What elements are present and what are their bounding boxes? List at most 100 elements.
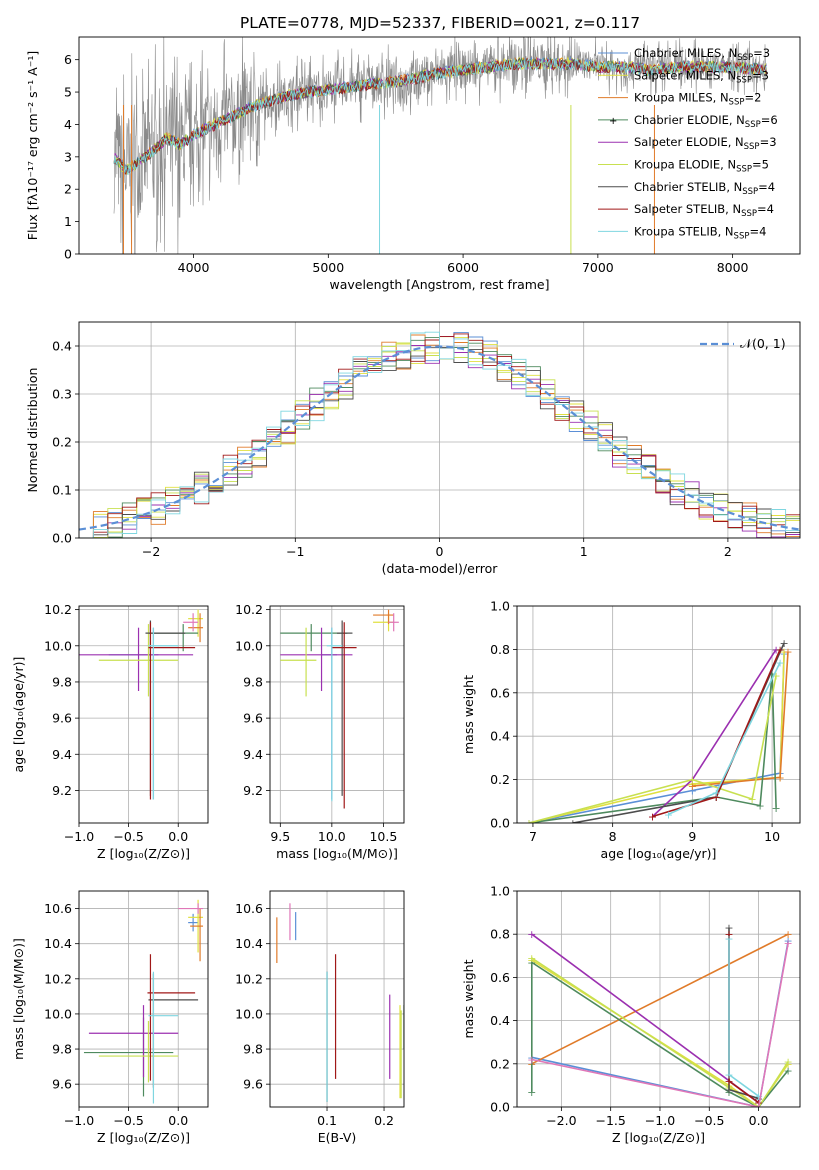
legend-sub: SSP	[745, 120, 761, 130]
y-tick-label: 10.2	[235, 602, 263, 617]
x-tick-label: 7000	[582, 260, 614, 275]
x-tick-label: 10.5	[369, 829, 397, 844]
weight-marker: +	[527, 928, 536, 941]
legend-marker: +	[609, 116, 617, 127]
y-tick-label: 9.6	[52, 1077, 72, 1092]
y-tick-label: 0.0	[490, 816, 510, 831]
axes-frame	[269, 605, 405, 824]
panel-5: ++++++++++++++++++++++++++++++++7 8 9 10 0.0…	[461, 599, 801, 861]
y-tick-label: 0.8	[490, 642, 510, 657]
y-axis-label: mass weight	[461, 959, 476, 1038]
weight-marker: +	[754, 1090, 763, 1103]
weight-marker: +	[527, 954, 536, 967]
legend-sub: SSP	[736, 75, 752, 85]
weight-marker: +	[712, 787, 721, 800]
y-tick-label: 9.4	[243, 747, 263, 762]
legend-suffix: =3	[753, 46, 770, 60]
x-tick-label: −1.5	[595, 1113, 625, 1128]
y-tick-label: 6	[64, 52, 72, 67]
y-tick-label: 9.8	[243, 674, 263, 689]
y-tick-label: 5	[64, 85, 72, 100]
weight-line-8	[668, 662, 781, 816]
x-tick-label: 10	[764, 829, 780, 844]
y-tick-label: 9.8	[52, 674, 72, 689]
legend-name: Salpeter ELODIE, N	[634, 135, 744, 149]
weight-line-4	[531, 933, 760, 1104]
weight-marker: +	[524, 817, 533, 830]
legend-suffix: =3	[752, 68, 769, 82]
weight-marker: +	[648, 810, 657, 823]
y-tick-label: 10.4	[235, 936, 263, 951]
x-tick-label: 1	[580, 544, 588, 559]
x-tick-label: −1.0	[64, 1113, 94, 1128]
panel-7: 0.1 0.2 9.6 9.8 10.0 10.2 10.4 10.6 E(B-V)	[235, 890, 405, 1145]
y-axis-label: mass weight	[461, 675, 476, 754]
weight-marker: +	[524, 817, 533, 830]
y-tick-label: 9.6	[243, 1077, 263, 1092]
x-tick-label: 0.0	[168, 829, 188, 844]
plot-area	[270, 606, 404, 823]
plot-area: ++++++++++++++++++++++++++++++++	[517, 606, 800, 830]
y-tick-label: 9.4	[52, 747, 72, 762]
weight-marker: +	[754, 1097, 763, 1110]
x-tick-label: −1.0	[645, 1113, 675, 1128]
legend-entry: Chabrier MILES, NSSP=3	[634, 46, 770, 63]
y-tick-label: 4	[64, 117, 72, 132]
legend-sub: SSP	[729, 98, 745, 108]
x-tick-label: 4000	[178, 260, 210, 275]
x-tick-label: 9.5	[270, 829, 290, 844]
weight-marker: +	[724, 1075, 733, 1088]
weight-marker: +	[783, 646, 792, 659]
weight-marker: +	[784, 928, 793, 941]
weight-marker: +	[784, 935, 793, 948]
panel-2: −2 −1 0 1 2 0.0 0.1 0.2 0.3 0.4 (data-model)/error…	[25, 321, 801, 576]
legend-entry: Salpeter ELODIE, NSSP=3	[634, 135, 777, 152]
y-tick-label: 0	[64, 247, 72, 262]
legend-name: Chabrier ELODIE, N	[634, 113, 745, 127]
x-tick-label: 0.2	[374, 1113, 394, 1128]
weight-marker: +	[688, 774, 697, 787]
weight-marker: +	[775, 656, 784, 669]
x-axis-label: age [log₁₀(age/yr)]	[601, 846, 717, 861]
axes-frame	[269, 890, 405, 1108]
y-tick-label: 0.2	[52, 435, 72, 450]
x-axis-label: Z [log₁₀(Z/Z⊙)]	[97, 846, 190, 861]
legend-entry: Salpeter STELIB, NSSP=4	[634, 202, 774, 219]
legend-name: Kroupa STELIB, N	[634, 224, 734, 238]
y-tick-label: 0.4	[490, 1013, 510, 1028]
weight-marker: +	[527, 956, 536, 969]
legend: Chabrier MILES, NSSP=3 Salpeter MILES, NS…	[598, 46, 778, 241]
x-tick-label: 8	[609, 829, 617, 844]
plot-area	[113, 37, 767, 254]
figure-title: PLATE=0778, MJD=52337, FIBERID=0021, z=0…	[240, 14, 640, 32]
y-tick-label: 9.8	[243, 1042, 263, 1057]
y-tick-label: 9.8	[52, 1042, 72, 1057]
legend-entry: Kroupa MILES, NSSP=2	[634, 91, 761, 108]
legend-sub: SSP	[742, 187, 758, 197]
legend-entry: Salpeter MILES, NSSP=3	[634, 68, 769, 85]
legend-entry: Chabrier STELIB, NSSP=4	[634, 180, 775, 197]
legend-entry: Kroupa STELIB, NSSP=4	[634, 224, 766, 241]
weight-line-5	[531, 957, 789, 1107]
weight-marker: +	[784, 1056, 793, 1069]
weight-marker: +	[767, 667, 776, 680]
y-axis-label: Flux [fλ10⁻¹⁷ erg cm⁻² s⁻¹ A⁻¹]	[25, 51, 40, 240]
legend-normal-label: 𝒩(0, 1)	[740, 336, 786, 351]
y-tick-label: 0.0	[52, 531, 72, 546]
legend-sub: SSP	[741, 209, 757, 219]
y-tick-label: 9.6	[52, 711, 72, 726]
x-tick-label: 7	[529, 829, 537, 844]
x-axis-label: wavelength [Angstrom, rest frame]	[329, 277, 549, 292]
x-tick-label: 2	[724, 544, 732, 559]
legend-sub: SSP	[736, 165, 752, 175]
weight-line-3	[531, 960, 789, 1107]
legend-name: Salpeter STELIB, N	[634, 202, 741, 216]
weight-marker: +	[568, 817, 577, 830]
y-tick-label: 0.1	[52, 483, 72, 498]
y-tick-label: 9.6	[243, 711, 263, 726]
weight-marker: +	[724, 928, 733, 941]
weight-marker: +	[724, 1084, 733, 1097]
weight-marker: +	[527, 1053, 536, 1066]
weight-marker: +	[527, 1086, 536, 1099]
normal-curve	[79, 345, 800, 531]
